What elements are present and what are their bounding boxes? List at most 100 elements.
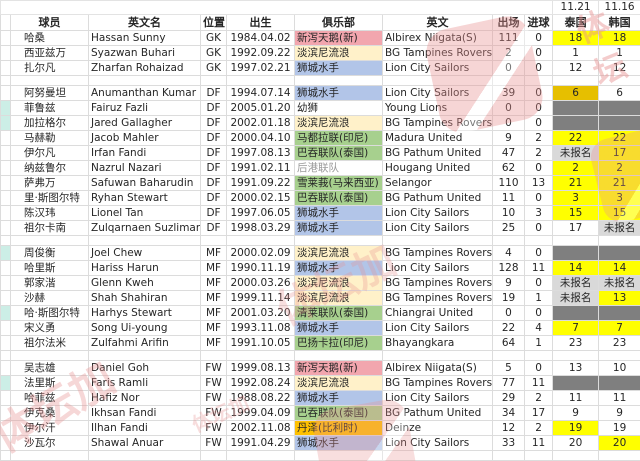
cell-player-name: 伊克桑 [10,405,89,421]
spacer-cell [0,450,11,461]
cell-player-name: 宋义勇 [10,320,89,336]
cell-english-name: Shah Shahiran [88,290,201,306]
spacer-cell [598,350,640,361]
cell-club: 雪莱莪(马来西亚) [294,175,383,191]
table-row: 沙瓦尔 Shawal Anuar FW 1991.04.29 狮城水手 Lion City… [0,435,640,451]
cell-club: 淡滨尼流浪 [294,245,383,261]
cell-position: FW [200,405,227,421]
cell-club-english: BG Tampines Rovers [382,275,493,291]
cell-caps: 39 [492,85,525,101]
cell-player-name: 扎尔凡 [10,60,89,76]
table-row: 宋义勇 Song Ui-young MF 1993.11.08 狮城水手 Lion Cit… [0,320,640,336]
spacer-cell [492,350,525,361]
table-row: 里·斯图尔特 Ryhan Stewart DF 2000.02.15 巴吞联队(泰国) B… [0,190,640,206]
column-header-row: 球员 英文名 位置 出生 俱乐部 英文 出场 进球 泰国 韩国 [0,14,640,31]
cell-match-korea: 17 [598,145,640,161]
new-call-marker [0,60,11,76]
table-row: 萨弗万 Safuwan Baharudin DF 1991.09.22 雪莱莪(马来西亚… [0,175,640,191]
cell-position: MF [200,305,227,321]
cell-club: 后港联队 [294,160,383,176]
cell-english-name: Lionel Tan [88,205,201,221]
cell-club: 淡滨尼流浪 [294,375,383,391]
spacer-cell [492,75,525,86]
cell-goals: 17 [523,405,554,421]
table-row: 哈·斯图尔特 Harhys Stewart MF 2001.03.20 清莱联队(泰国)… [0,305,640,321]
new-call-marker [0,160,11,176]
cell-birth-date: 1991.04.29 [226,435,295,451]
new-call-marker [0,360,11,376]
cell-position: DF [200,190,227,206]
cell-match-korea: 6 [598,85,640,101]
cell-match-korea: 1 [598,45,640,61]
col-header-goals: 进球 [523,14,554,31]
cell-caps: 0 [492,115,525,131]
cell-birth-date: 1997.02.21 [226,60,295,76]
cell-goals: 0 [523,220,554,236]
cell-goals: 0 [523,100,554,116]
table-row: 马赫勒 Jacob Mahler DF 2000.04.10 马都拉联(印尼) Madur… [0,130,640,146]
col-header-caps: 出场 [492,14,525,31]
new-call-marker [0,405,11,421]
cell-caps: 9 [492,130,525,146]
cell-club: 巴吞联队(泰国) [294,190,383,206]
cell-player-name: 里·斯图尔特 [10,190,89,206]
cell-birth-date: 2000.03.26 [226,275,295,291]
cell-caps: 2 [492,45,525,61]
cell-english-name: Anumanthan Kumar [88,85,201,101]
cell-goals: 0 [523,275,554,291]
cell-birth-date: 1999.11.14 [226,290,295,306]
cell-english-name: Fairuz Fazli [88,100,201,116]
cell-match-thailand [552,375,600,391]
cell-club-english: BG Tampines Rovers [382,375,493,391]
spacer-cell [10,235,89,246]
cell-birth-date: 1997.08.13 [226,145,295,161]
cell-match-korea: 12 [598,60,640,76]
cell-club-english: Lion City Sailors [382,390,493,406]
cell-club: 巴扬卡拉(印尼) [294,335,383,351]
cell-match-korea [598,115,640,131]
cell-club-english: Selangor [382,175,493,191]
cell-club-english: Lion City Sailors [382,320,493,336]
cell-match-korea: 15 [598,205,640,221]
cell-match-thailand: 13 [552,360,600,376]
cell-club: 幼狮 [294,100,383,116]
cell-club-english: Lion City Sailors [382,435,493,451]
cell-club: 淡滨尼流浪 [294,115,383,131]
cell-match-thailand [552,305,600,321]
cell-goals: 0 [523,60,554,76]
cell-match-thailand: 未报名 [552,290,600,306]
cell-position: GK [200,30,227,46]
spacer-cell [200,235,227,246]
cell-english-name: Hafiz Nor [88,390,201,406]
cell-caps: 34 [492,405,525,421]
cell-caps: 10 [492,205,525,221]
cell-club: 淡滨尼流浪 [294,45,383,61]
cell-club: 狮城水手 [294,260,383,276]
cell-position: DF [200,175,227,191]
cell-match-thailand: 20 [552,435,600,451]
spacer-cell [10,75,89,86]
date-header-row: 11.21 11.16 [0,0,640,15]
cell-player-name: 周俊衡 [10,245,89,261]
cell-position: FW [200,435,227,451]
cell-position: GK [200,60,227,76]
cell-position: MF [200,260,227,276]
cell-caps: 0 [492,305,525,321]
spacer-cell [294,450,383,461]
cell-match-korea: 23 [598,335,640,351]
cell-position: MF [200,320,227,336]
cell-english-name: Irfan Fandi [88,145,201,161]
cell-player-name: 西亚兹万 [10,45,89,61]
cell-match-thailand: 22 [552,130,600,146]
cell-english-name: Ryhan Stewart [88,190,201,206]
table-row: 加拉格尔 Jared Gallagher DF 2002.01.18 淡滨尼流浪 BG T… [0,115,640,131]
cell-position: MF [200,275,227,291]
cell-birth-date: 2001.03.20 [226,305,295,321]
cell-match-thailand [552,245,600,261]
cell-goals: 11 [523,435,554,451]
cell-club-english: BG Tampines Rovers [382,245,493,261]
cell-position: FW [200,360,227,376]
col-header-player: 球员 [10,14,89,31]
spacer-cell [226,450,295,461]
cell-birth-date: 1991.10.05 [226,335,295,351]
